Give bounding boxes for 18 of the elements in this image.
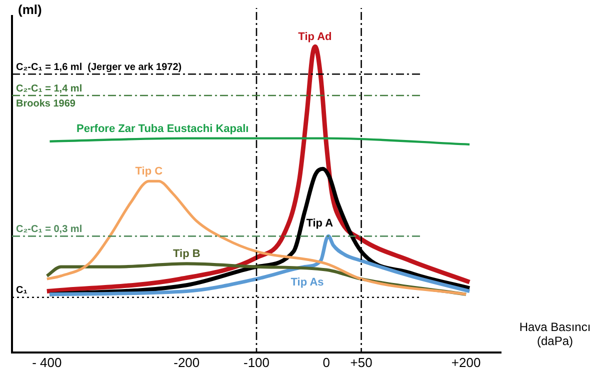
x-tick-label: 0 <box>322 354 330 370</box>
annotation: C₂-C₁ = 1,6 ml (Jerger ve ark 1972) <box>16 62 182 73</box>
series-label: Tip As <box>290 276 324 289</box>
y-axis-title: (ml) <box>18 2 42 17</box>
x-tick-label: -200 <box>174 354 200 370</box>
x-tick-label: +200 <box>451 354 481 370</box>
annotation: C₂-C₁ = 0,3 ml <box>16 224 82 235</box>
annotation: C₂-C₁ = 1,4 ml Brooks 1969 <box>16 83 82 110</box>
x-tick-label: - 400 <box>32 354 62 370</box>
series-label: Tip A <box>306 217 334 230</box>
x-tick-label: -100 <box>243 354 270 370</box>
x-axis-title: Hava Basıncı (daPa) <box>518 320 592 348</box>
series-label: Tip Ad <box>298 31 332 44</box>
series-label: Perfore Zar Tuba Eustachi Kapalı <box>76 122 249 135</box>
series-label: Tip B <box>172 248 200 260</box>
series-label: Tip C <box>135 166 163 178</box>
x-tick-label: +50 <box>350 354 372 370</box>
ref-line-label: C₁ <box>16 285 28 296</box>
